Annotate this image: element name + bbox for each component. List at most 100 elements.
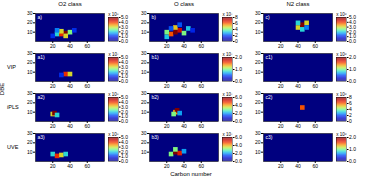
svg-text:40: 40 [295,83,301,89]
svg-text:20: 20 [278,83,284,89]
svg-text:8: 8 [235,14,238,20]
svg-text:60: 60 [198,123,204,129]
svg-text:4: 4 [235,26,238,32]
svg-text:0.0: 0.0 [235,78,242,84]
svg-text:a): a) [38,14,43,20]
svg-text:20: 20 [50,123,56,129]
svg-text:10: 10 [141,109,147,115]
svg-text:30: 30 [27,10,33,16]
svg-text:20: 20 [50,43,56,49]
svg-text:1.0: 1.0 [349,146,356,152]
svg-text:c): c) [266,14,271,20]
svg-text:60: 60 [198,163,204,169]
svg-text:20: 20 [164,123,170,129]
svg-text:20: 20 [27,99,33,105]
svg-text:20: 20 [164,43,170,49]
svg-text:5.0: 5.0 [349,14,356,20]
svg-text:6: 6 [235,20,238,26]
svg-text:x 10⁶: x 10⁶ [336,52,347,57]
svg-text:60: 60 [84,123,90,129]
svg-text:60: 60 [312,163,318,169]
svg-text:2.0: 2.0 [235,110,242,116]
svg-text:x 10⁷: x 10⁷ [222,132,233,137]
svg-text:30: 30 [255,50,261,56]
svg-text:30: 30 [141,90,147,96]
svg-text:10: 10 [27,149,33,155]
svg-text:30: 30 [27,50,33,56]
svg-text:60: 60 [84,83,90,89]
svg-text:60: 60 [312,43,318,49]
svg-text:x 10⁸: x 10⁸ [108,12,119,17]
svg-text:1.0: 1.0 [349,66,356,72]
svg-text:30: 30 [255,90,261,96]
svg-text:30: 30 [27,130,33,136]
svg-text:10: 10 [141,149,147,155]
svg-text:0.0: 0.0 [235,118,242,124]
svg-text:30: 30 [141,10,147,16]
svg-text:20: 20 [278,123,284,129]
svg-text:40: 40 [67,43,73,49]
svg-text:20: 20 [141,139,147,145]
svg-text:4: 4 [349,106,352,112]
svg-text:30: 30 [255,130,261,136]
svg-text:20: 20 [141,99,147,105]
svg-text:a1): a1) [38,54,46,60]
svg-text:1.0: 1.0 [235,66,242,72]
svg-text:6.0: 6.0 [235,134,242,140]
svg-text:60: 60 [312,123,318,129]
svg-text:10: 10 [141,29,147,35]
svg-text:0.0: 0.0 [349,158,356,164]
svg-text:20: 20 [255,59,261,65]
svg-text:2.0: 2.0 [235,54,242,60]
svg-text:10: 10 [27,69,33,75]
svg-text:2.0: 2.0 [235,150,242,156]
svg-text:c1): c1) [266,54,273,60]
svg-text:10: 10 [255,149,261,155]
svg-text:5.0: 5.0 [121,14,128,20]
svg-text:60: 60 [312,83,318,89]
svg-text:20: 20 [278,163,284,169]
svg-text:20: 20 [164,163,170,169]
svg-text:8: 8 [349,94,352,100]
svg-text:b1): b1) [152,54,160,60]
svg-text:x 10⁷: x 10⁷ [222,12,233,17]
svg-text:10: 10 [255,69,261,75]
svg-text:20: 20 [27,139,33,145]
svg-text:2.0: 2.0 [349,54,356,60]
svg-text:b2): b2) [152,94,160,100]
svg-text:10: 10 [255,109,261,115]
svg-text:30: 30 [141,130,147,136]
svg-text:c3): c3) [266,134,273,140]
svg-text:0: 0 [349,118,352,124]
svg-text:40: 40 [181,163,187,169]
svg-text:x 10⁶: x 10⁶ [336,92,347,97]
svg-text:x 10⁷: x 10⁷ [222,92,233,97]
svg-text:0.0: 0.0 [235,158,242,164]
svg-text:0.0: 0.0 [349,78,356,84]
svg-text:20: 20 [255,99,261,105]
svg-text:20: 20 [278,43,284,49]
svg-text:20: 20 [164,83,170,89]
svg-text:4.0: 4.0 [235,142,242,148]
svg-text:30: 30 [255,10,261,16]
svg-text:40: 40 [295,163,301,169]
svg-text:60: 60 [198,43,204,49]
svg-text:60: 60 [198,83,204,89]
svg-text:40: 40 [181,83,187,89]
svg-text:10: 10 [27,109,33,115]
svg-text:x 10⁷: x 10⁷ [108,52,119,57]
svg-text:10: 10 [141,69,147,75]
svg-text:60: 60 [84,163,90,169]
svg-text:0: 0 [235,38,238,44]
svg-text:5.0: 5.0 [121,54,128,60]
svg-text:a2): a2) [38,94,46,100]
svg-text:6.0: 6.0 [235,94,242,100]
svg-text:10: 10 [255,29,261,35]
svg-text:b): b) [152,14,157,20]
svg-text:20: 20 [27,59,33,65]
svg-text:x 10⁸: x 10⁸ [108,92,119,97]
svg-text:20: 20 [255,19,261,25]
svg-text:c2): c2) [266,94,273,100]
svg-text:x 10⁶: x 10⁶ [336,132,347,137]
svg-text:60: 60 [84,43,90,49]
